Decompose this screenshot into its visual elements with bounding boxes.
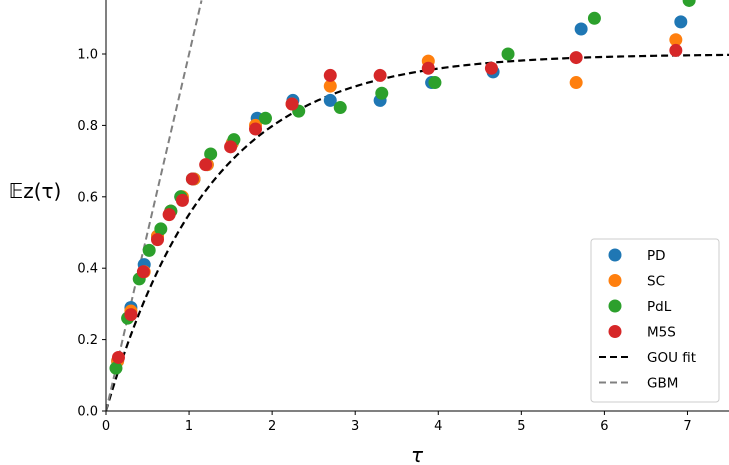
data-point-pdl — [501, 47, 515, 61]
y-tick-label: 0.6 — [77, 190, 98, 205]
data-point-pdl — [142, 243, 156, 257]
y-tick-label: 0.0 — [77, 405, 98, 420]
data-point-m5s — [162, 208, 176, 222]
data-point-pd — [674, 15, 688, 29]
data-point-m5s — [224, 140, 238, 154]
x-axis-label: τ — [411, 443, 424, 465]
y-tick-label: 0.8 — [77, 119, 98, 134]
data-point-sc — [669, 33, 683, 47]
data-point-pdl — [258, 111, 272, 125]
data-point-m5s — [249, 122, 263, 136]
legend-label-pd: PD — [647, 248, 666, 264]
data-point-m5s — [151, 233, 164, 247]
data-point-sc — [323, 79, 337, 93]
y-axis-label: 𝔼z(τ) — [9, 179, 62, 203]
data-point-m5s — [285, 97, 299, 111]
data-point-m5s — [111, 350, 125, 364]
x-tick-label: 6 — [600, 419, 608, 434]
legend-marker-pdl — [608, 299, 622, 313]
plot-points — [109, 0, 696, 375]
data-point-pd — [323, 93, 337, 107]
x-tick-label: 5 — [517, 419, 525, 434]
x-tick-label: 3 — [351, 419, 359, 434]
x-tick-label: 1 — [185, 419, 193, 434]
y-tick-label: 0.2 — [77, 333, 98, 348]
axes — [105, 0, 729, 412]
data-point-m5s — [569, 51, 583, 65]
legend-box — [590, 238, 720, 403]
plot-lines — [106, 0, 729, 411]
data-point-sc — [569, 76, 583, 90]
data-point-m5s — [421, 61, 435, 75]
legend-label-gbm: GBM — [647, 376, 678, 392]
legend: PD SC PdL M5S GOU fit GBM — [590, 238, 720, 403]
data-point-pdl — [428, 76, 442, 90]
data-point-m5s — [185, 172, 199, 186]
data-point-m5s — [373, 68, 387, 82]
legend-marker-sc — [608, 274, 622, 287]
legend-marker-m5s — [608, 325, 622, 338]
x-tick-label: 0 — [102, 419, 110, 434]
legend-label-sc: SC — [647, 274, 665, 290]
legend-label-gou-fit: GOU fit — [647, 350, 696, 366]
data-point-pdl — [109, 361, 123, 375]
data-point-m5s — [175, 193, 189, 207]
data-point-m5s — [669, 43, 683, 57]
data-point-pdl — [375, 86, 389, 100]
data-point-pdl — [682, 0, 696, 7]
data-point-m5s — [124, 308, 138, 322]
legend-marker-pd — [608, 248, 622, 262]
x-tick-label: 2 — [268, 419, 276, 434]
data-point-m5s — [323, 68, 337, 82]
x-tick-label: 4 — [434, 419, 442, 434]
data-point-m5s — [199, 158, 213, 172]
data-point-pdl — [333, 101, 347, 115]
legend-label-pdl: PdL — [647, 299, 672, 315]
x-tick-label: 7 — [683, 419, 691, 434]
data-point-m5s — [136, 265, 150, 279]
data-point-pdl — [587, 11, 601, 25]
y-tick-label: 0.4 — [77, 262, 98, 277]
ticks: 0 1 2 3 4 5 6 7 0.0 0.2 0.4 0.6 0.8 1.0 — [77, 48, 691, 435]
data-point-pd — [574, 22, 588, 36]
data-point-m5s — [484, 61, 498, 75]
data-point-pdl — [204, 147, 218, 161]
data-point-pdl — [154, 222, 168, 236]
legend-label-m5s: M5S — [647, 325, 676, 341]
gbm-line — [106, 0, 203, 411]
y-tick-label: 1.0 — [77, 48, 98, 63]
